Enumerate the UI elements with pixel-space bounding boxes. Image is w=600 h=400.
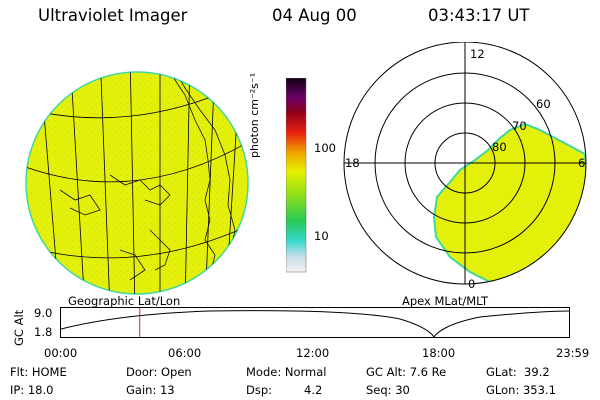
glat-status: GLat: 39.2	[486, 365, 550, 379]
gc-alt-status: GC Alt: 7.6 Re	[366, 365, 447, 379]
altitude-curve	[60, 310, 570, 338]
polar-mlat-mlt-plot	[343, 42, 587, 285]
mlat-label-70: 70	[512, 119, 527, 133]
header-time: 03:43:17 UT	[428, 6, 530, 25]
mode-status: Mode: Normal	[246, 365, 327, 379]
colorbar-tick-10: 10	[314, 229, 329, 243]
time-tick-0000: 00:00	[44, 346, 78, 360]
mlat-label-80: 80	[492, 140, 507, 154]
geographic-globe-image	[25, 71, 249, 295]
seq-status: Seq: 30	[366, 383, 410, 397]
polar-grid	[343, 42, 587, 285]
time-tick-0600: 06:00	[168, 346, 202, 360]
gain-status: Gain: 13	[126, 383, 175, 397]
header-date: 04 Aug 00	[272, 6, 357, 25]
mlt-label-midnight: 0	[468, 277, 476, 291]
altitude-plot-frame	[60, 307, 570, 338]
ip-status: IP: 18.0	[10, 383, 54, 397]
door-status: Door: Open	[126, 365, 192, 379]
altitude-tick-1-8: 1.8	[34, 325, 53, 339]
color-scale-bar	[286, 78, 307, 273]
orbit-altitude-plot	[60, 307, 570, 338]
auroral-oval-emission	[432, 122, 586, 284]
instrument-title: Ultraviolet Imager	[38, 6, 188, 25]
time-tick-1200: 12:00	[296, 346, 330, 360]
dsp-value: 4.2	[304, 383, 323, 397]
geographic-panel-label: Geographic Lat/Lon	[68, 294, 181, 308]
time-tick-1800: 18:00	[422, 346, 456, 360]
altitude-tick-9: 9.0	[34, 306, 53, 320]
mlt-label-dusk: 18	[345, 156, 360, 170]
dsp-label: Dsp:	[246, 383, 273, 397]
mlat-label-60: 60	[536, 97, 551, 111]
polar-panel-label: Apex MLat/MLT	[402, 294, 489, 308]
time-tick-2359: 23:59	[556, 346, 590, 360]
colorbar-unit-label: photon cm⁻²s⁻¹	[248, 72, 261, 158]
colorbar-tick-100: 100	[314, 141, 336, 155]
mlt-label-dawn: 6	[578, 156, 586, 170]
globe-emission-disk	[25, 71, 249, 295]
altitude-axis-label: GC Alt	[12, 309, 26, 346]
filter-status: Flt: HOME	[10, 365, 67, 379]
glon-status: GLon: 353.1	[486, 383, 556, 397]
mlt-label-noon: 12	[470, 47, 485, 61]
